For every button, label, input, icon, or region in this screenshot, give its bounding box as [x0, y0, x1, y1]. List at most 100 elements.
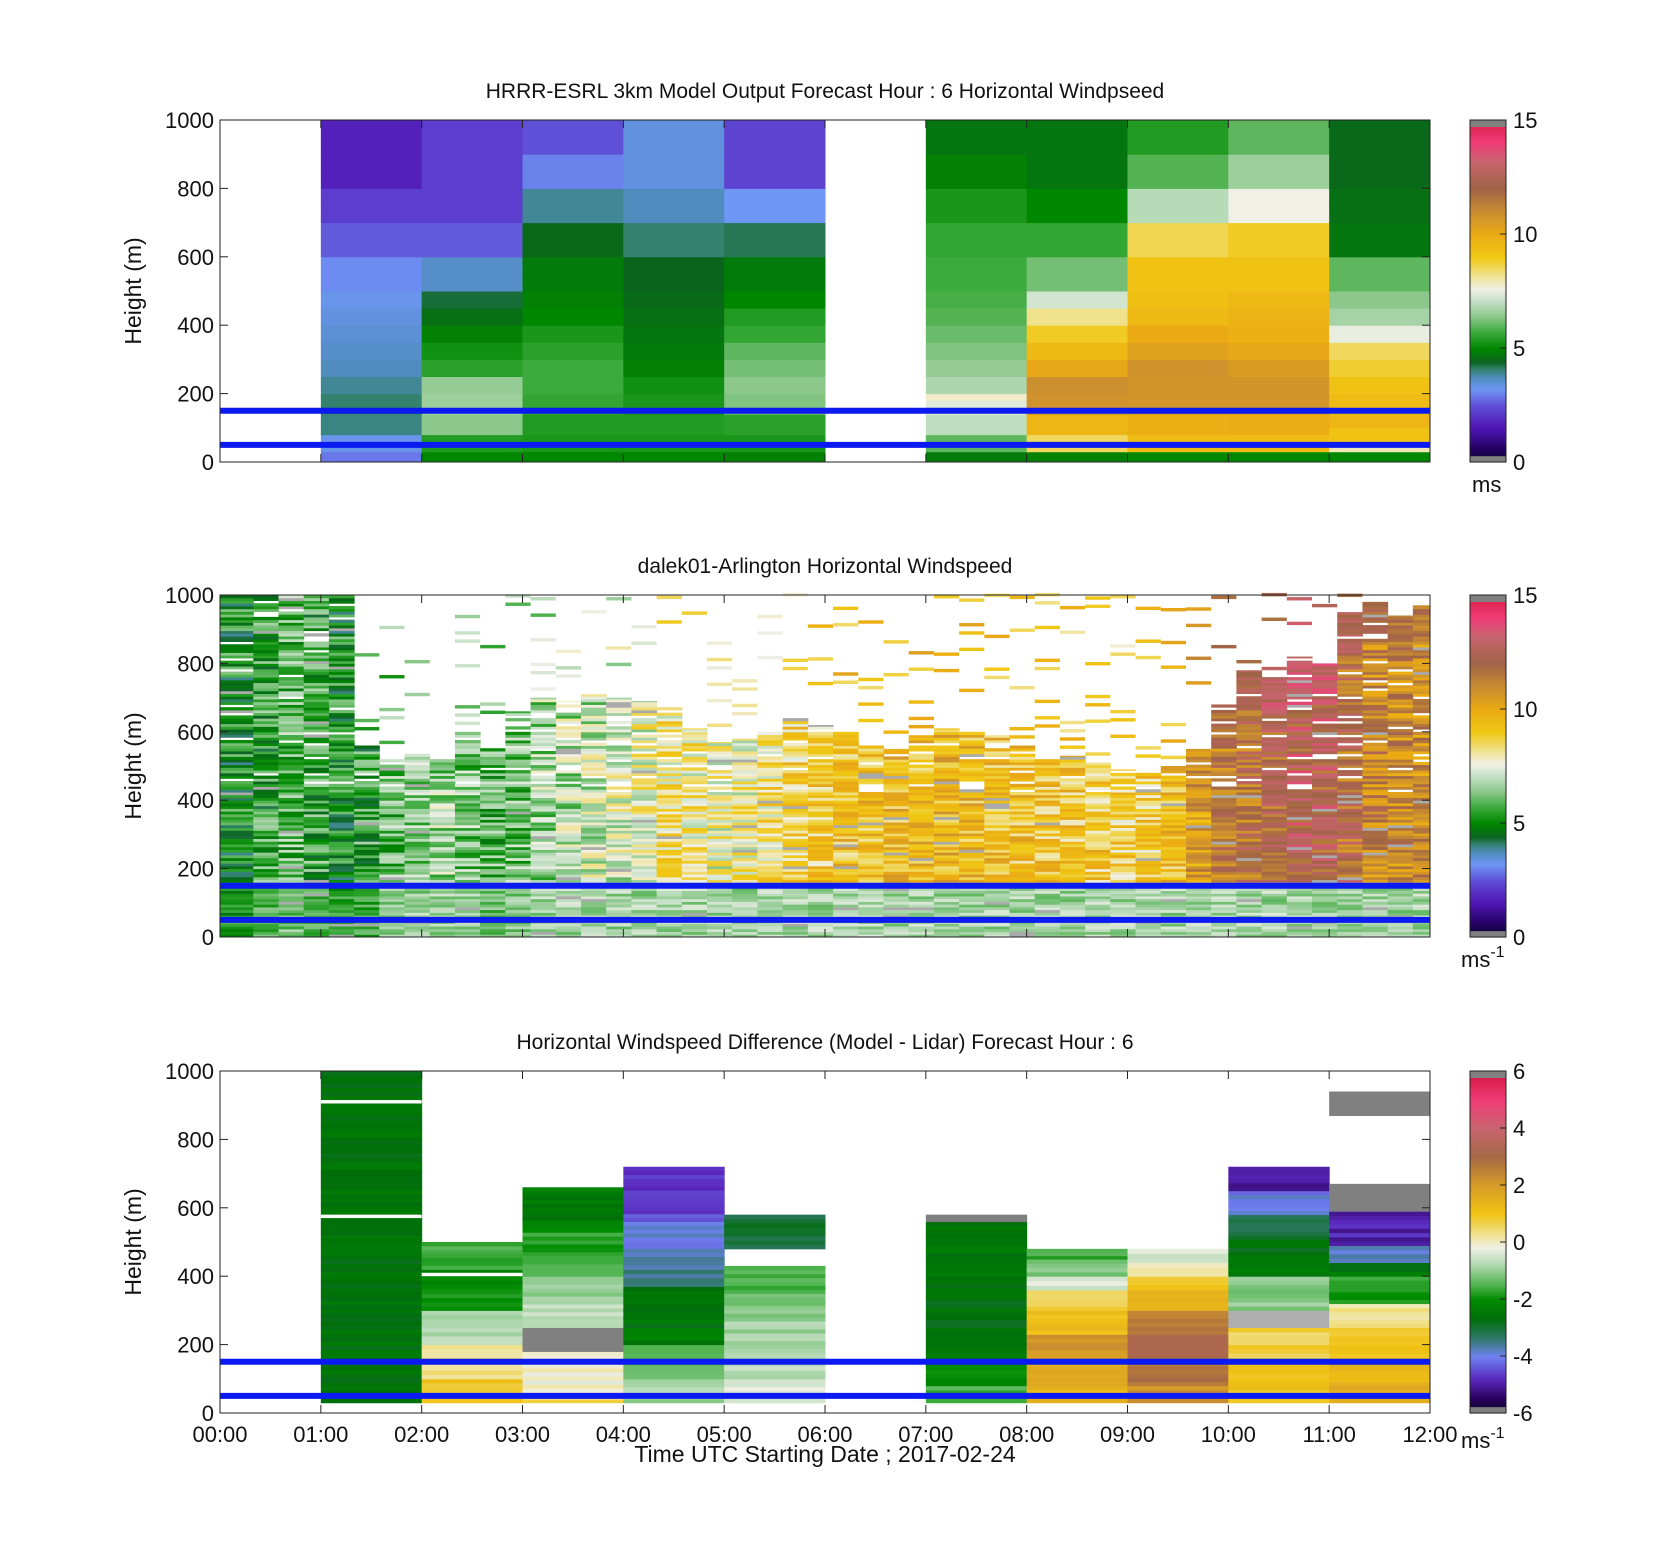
heatmap-cell	[1135, 772, 1162, 777]
heatmap-cell	[404, 874, 431, 878]
heatmap-cell	[1412, 655, 1431, 659]
heatmap-cell	[1362, 630, 1389, 634]
heatmap-cell	[480, 756, 506, 760]
heatmap-cell	[530, 670, 556, 675]
colorbar-segment	[1470, 320, 1506, 324]
heatmap-cell	[1362, 646, 1389, 651]
heatmap-cell	[1085, 764, 1111, 768]
heatmap-cell	[782, 898, 809, 902]
colorbar-segment	[1470, 853, 1506, 857]
heatmap-cell	[1312, 816, 1338, 820]
heatmap-cell	[580, 860, 607, 864]
heatmap-cell	[1034, 783, 1061, 788]
heatmap-cell	[580, 915, 607, 919]
heatmap-cell	[278, 890, 305, 894]
heatmap-cell	[278, 712, 305, 716]
heatmap-cell	[253, 890, 279, 894]
heatmap-cell	[580, 748, 607, 752]
heatmap-cell	[1211, 794, 1237, 798]
heatmap-cell	[606, 923, 632, 927]
heatmap-cell	[757, 833, 784, 837]
heatmap-cell	[1261, 865, 1288, 870]
heatmap-cell	[933, 893, 960, 897]
heatmap-cell	[858, 898, 884, 902]
heatmap-cell	[379, 797, 406, 801]
heatmap-cell	[1387, 805, 1414, 809]
heatmap-cell	[1362, 783, 1389, 788]
heatmap-cell	[278, 614, 305, 618]
heatmap-cell	[782, 761, 809, 766]
heatmap-cell	[429, 909, 456, 913]
heatmap-cell	[782, 909, 809, 913]
heatmap-cell	[1185, 849, 1212, 853]
heatmap-cell	[1261, 797, 1288, 801]
heatmap-cell	[580, 698, 607, 703]
heatmap-cell	[1059, 802, 1086, 807]
heatmap-cell	[1412, 698, 1431, 703]
heatmap-cell	[253, 671, 279, 675]
heatmap-cell	[253, 835, 279, 840]
heatmap-cell	[1412, 854, 1431, 859]
heatmap-cell	[1312, 887, 1338, 891]
heatmap-cell	[253, 928, 279, 933]
heatmap-cell	[883, 750, 910, 755]
heatmap-cell	[707, 819, 733, 823]
colorbar-segment	[1470, 453, 1506, 457]
heatmap-cell	[1236, 926, 1263, 930]
heatmap-cell	[1034, 789, 1061, 793]
heatmap-cell	[1135, 846, 1162, 850]
heatmap-cell	[1110, 887, 1137, 891]
heatmap-cell	[303, 909, 330, 913]
heatmap-cell	[421, 1344, 523, 1350]
colorbar-segment	[1470, 654, 1506, 658]
heatmap-cell	[1362, 701, 1389, 705]
heatmap-cell	[220, 655, 254, 659]
heatmap-cell	[1362, 868, 1389, 872]
heatmap-cell	[757, 742, 784, 746]
heatmap-cell	[1034, 666, 1060, 671]
heatmap-cell	[807, 657, 834, 661]
heatmap-cell	[883, 827, 910, 831]
heatmap-cell	[858, 620, 884, 624]
heatmap-cell	[1362, 775, 1389, 779]
heatmap-cell	[1135, 838, 1162, 842]
heatmap-cell	[303, 789, 330, 793]
heatmap-cell	[253, 630, 279, 634]
heatmap-cell	[833, 623, 859, 627]
heatmap-cell	[1312, 715, 1338, 719]
heatmap-cell	[1228, 291, 1330, 309]
heatmap-cell	[1412, 674, 1431, 678]
heatmap-cell	[883, 915, 910, 919]
heatmap-cell	[354, 879, 380, 883]
colorbar-segment	[1470, 780, 1506, 784]
heatmap-cell	[833, 764, 859, 768]
heatmap-cell	[782, 874, 809, 878]
heatmap-cell	[656, 912, 683, 916]
heatmap-cell	[278, 876, 305, 881]
heatmap-cell	[1362, 718, 1389, 722]
heatmap-cell	[522, 1388, 624, 1393]
heatmap-cell	[278, 600, 305, 604]
heatmap-cell	[354, 794, 380, 798]
heatmap-cell	[858, 756, 884, 760]
colorbar-segment	[1470, 147, 1506, 151]
heatmap-cell	[1211, 887, 1237, 891]
y-tick-label: 0	[202, 925, 214, 950]
heatmap-cell	[1185, 906, 1212, 911]
heatmap-cell	[328, 822, 355, 826]
heatmap-cell	[757, 759, 784, 763]
heatmap-cell	[580, 822, 607, 826]
heatmap-cell	[522, 325, 624, 343]
heatmap-cell	[707, 838, 733, 842]
heatmap-cell	[1312, 852, 1338, 856]
heatmap-cell	[1034, 934, 1061, 938]
heatmap-cell	[707, 852, 733, 856]
heatmap-cell	[984, 750, 1011, 755]
heatmap-cell	[1387, 622, 1414, 626]
heatmap-cell	[1160, 912, 1187, 916]
heatmap-cell	[328, 718, 355, 722]
heatmap-cell	[656, 715, 683, 719]
heatmap-cell	[354, 857, 380, 861]
heatmap-cell	[807, 800, 834, 804]
heatmap-cell	[580, 890, 607, 894]
